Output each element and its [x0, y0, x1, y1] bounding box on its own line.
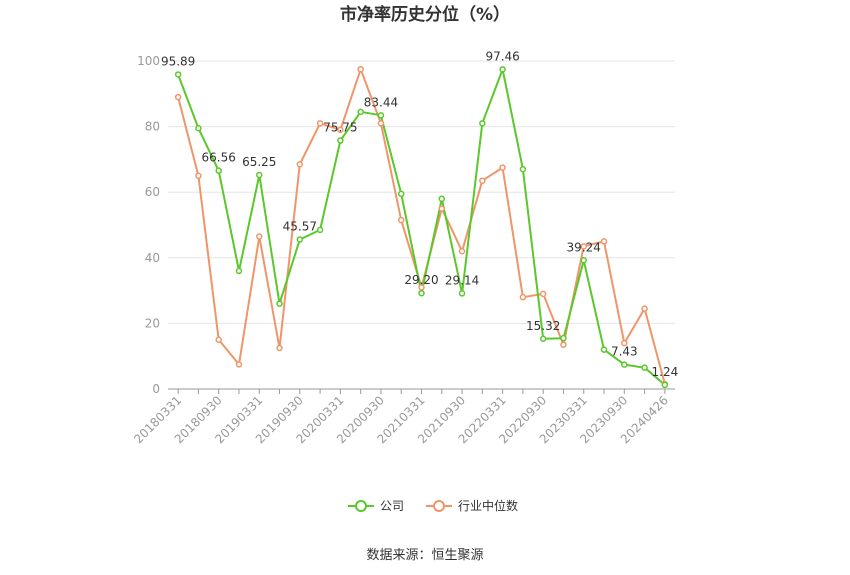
- data-point: [621, 339, 628, 347]
- grid: [168, 60, 675, 324]
- data-point: [397, 216, 405, 224]
- legend[interactable]: 公司 行业中位数: [348, 498, 518, 513]
- data-point: [621, 361, 628, 368]
- data-point: [377, 120, 385, 127]
- series-points: [174, 65, 669, 389]
- y-tick-label: 20: [145, 316, 160, 330]
- data-point: [215, 336, 222, 344]
- y-axis-ticks: 0 20 40 60 80 100: [137, 54, 160, 396]
- data-point: [418, 289, 425, 297]
- data-label: 45.57: [283, 220, 317, 234]
- data-point: [539, 290, 547, 298]
- data-point: [458, 247, 466, 255]
- data-point: [316, 120, 324, 127]
- data-point: [174, 93, 182, 101]
- data-label: 66.56: [202, 151, 236, 165]
- data-point: [276, 300, 283, 307]
- series-line-公司: [177, 68, 666, 386]
- data-point: [438, 205, 446, 212]
- data-point: [641, 305, 648, 312]
- data-point: [256, 171, 263, 179]
- data-point: [600, 238, 608, 245]
- y-tick-label: 40: [145, 251, 160, 265]
- data-label: 29.14: [445, 273, 479, 287]
- data-point: [458, 290, 466, 297]
- data-point: [337, 126, 344, 134]
- data-point: [560, 341, 567, 348]
- data-point: [580, 243, 587, 250]
- series-line-行业中位数: [177, 68, 666, 385]
- data-point: [235, 361, 243, 368]
- data-label: 75.75: [323, 121, 357, 135]
- data-point: [519, 293, 527, 301]
- legend-swatch-marker: [433, 500, 445, 512]
- data-label: 29.20: [404, 273, 438, 287]
- data-point: [479, 177, 486, 184]
- data-point: [580, 257, 587, 264]
- data-label: 97.46: [485, 49, 519, 63]
- data-label: 95.89: [161, 54, 195, 68]
- data-labels: 95.89 66.56 65.25 45.57 75.75 83.44 29.20 29.14…: [161, 49, 678, 379]
- x-axis: 2018033120180930201903312019093020200331…: [131, 388, 675, 446]
- data-point: [438, 195, 446, 203]
- y-tick-label: 100: [137, 54, 160, 68]
- data-label: 7.43: [611, 345, 638, 359]
- data-point: [337, 137, 344, 144]
- data-label: 1.24: [652, 365, 679, 379]
- data-point: [641, 364, 648, 371]
- data-label: 65.25: [242, 155, 276, 169]
- data-point: [479, 120, 486, 127]
- y-tick-label: 80: [145, 120, 160, 134]
- data-point: [539, 335, 547, 343]
- chart-title: 市净率历史分位（%）: [340, 4, 510, 25]
- data-point: [256, 233, 263, 240]
- data-point: [377, 112, 385, 119]
- data-point: [235, 267, 243, 275]
- data-point: [499, 164, 506, 171]
- data-label: 39.24: [567, 240, 601, 254]
- data-label: 15.32: [526, 319, 560, 333]
- data-point: [215, 167, 222, 174]
- data-label: 83.44: [364, 95, 398, 109]
- data-point: [174, 71, 182, 78]
- data-point: [296, 236, 304, 243]
- data-point: [296, 161, 304, 168]
- data-point: [357, 65, 364, 73]
- legend-label: 行业中位数: [458, 498, 518, 513]
- data-point: [357, 108, 364, 116]
- legend-label: 公司: [380, 499, 404, 513]
- data-point: [661, 381, 669, 389]
- legend-swatch-marker: [355, 500, 367, 512]
- series-lines: [177, 68, 666, 386]
- data-point: [600, 346, 608, 353]
- data-point: [499, 66, 506, 73]
- y-tick-label: 60: [145, 185, 160, 199]
- data-point: [195, 172, 202, 180]
- data-point: [418, 284, 425, 291]
- data-point: [397, 190, 405, 198]
- data-point: [276, 344, 283, 352]
- data-point: [316, 226, 324, 234]
- data-point: [519, 165, 527, 173]
- data-point: [560, 334, 567, 342]
- data-point: [195, 124, 202, 132]
- source-note: 数据来源：恒生聚源: [366, 548, 483, 563]
- y-tick-label: 0: [152, 382, 160, 396]
